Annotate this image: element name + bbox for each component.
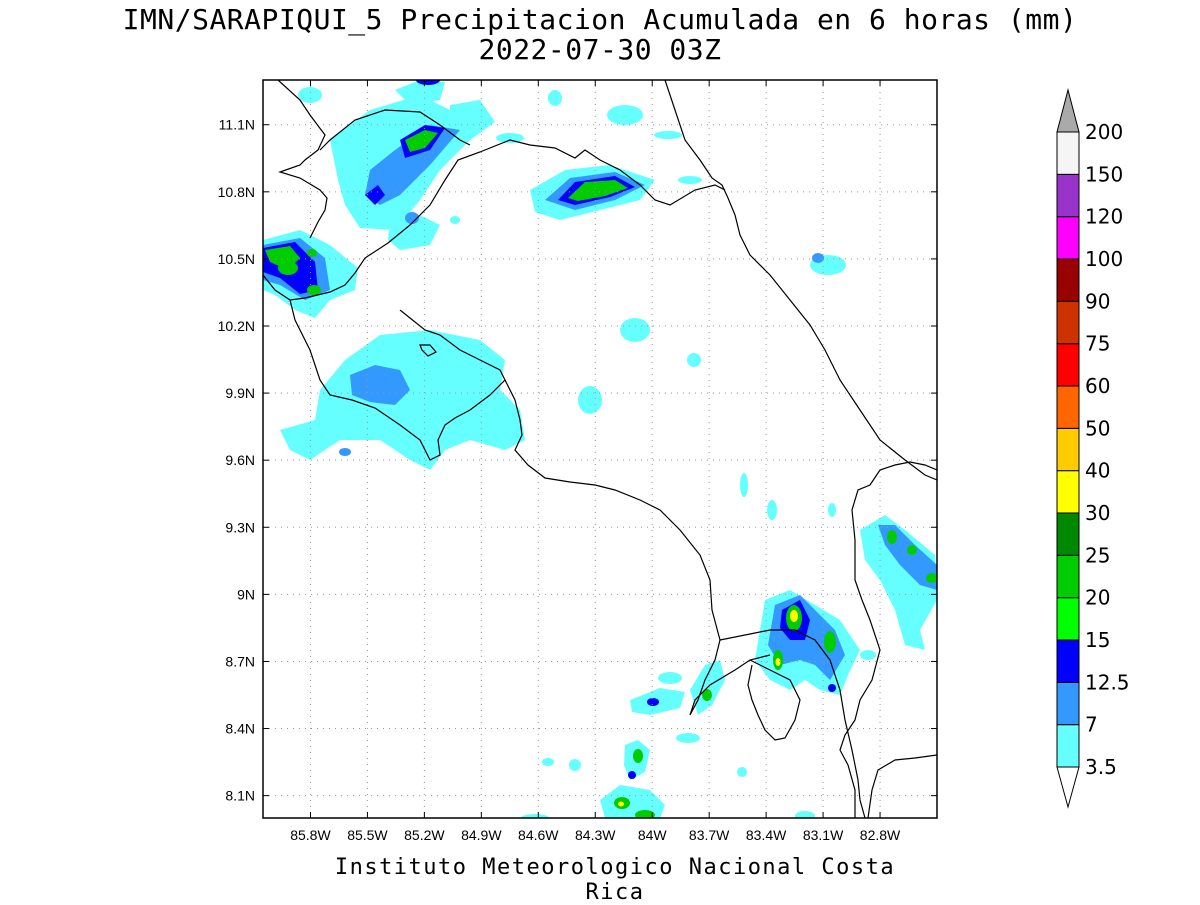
colorbar-segment [1056,343,1080,387]
colorbar-segment [1056,470,1080,514]
map-gridlines [263,80,937,818]
y-tick-label: 10.5N [218,251,255,267]
x-tick-label: 83.4W [746,827,787,843]
map-frame [262,79,938,819]
colorbar-segment [1056,724,1080,768]
colorbar-segment [1056,300,1080,345]
x-tick-label: 85.5W [347,827,388,843]
colorbar-segment [1056,597,1080,641]
x-axis-labels: 85.8W 85.5W 85.2W 84.9W 84.6W 84.3W 84W 83.7W 83… [290,827,901,843]
colorbar-segment [1056,258,1080,302]
colorbar-segment [1056,173,1080,218]
colorbar-segment [1056,554,1080,599]
caribbean-coast [664,80,937,481]
colorbar-segment [1056,216,1080,260]
panama-pacific-coast [867,754,937,818]
y-tick-label: 10.8N [218,184,255,200]
nicaragua-cr-border [263,139,726,301]
y-axis-labels: 11.1N 10.8N 10.5N 10.2N 9.9N 9.6N 9.3N 9N 8.7N 8.… [218,117,255,804]
nicaragua-coast [277,80,328,239]
colorbar-legend: 3.5 7 12.5 15 20 25 30 40 50 60 75 90 100 120 150 200 [1056,88,1130,809]
precip-area-nw4 [365,125,460,205]
map-datetime: 2022-07-30 03Z [478,33,722,66]
colorbar-label: 30 [1085,501,1110,525]
y-tick-label: 9.3N [225,519,255,535]
colorbar-arrow-low [1056,766,1080,809]
precip-area-nw7 [365,185,385,205]
lake-nicaragua-shore [319,109,471,151]
y-tick-label: 9.6N [225,452,255,468]
pacific-coast-north [289,299,506,461]
precip-area-nw8 [388,215,440,250]
x-tick-label: 84.9W [461,827,502,843]
panama-border [839,461,937,818]
colorbar-label: 3.5 [1085,755,1117,779]
precipitation-field [263,80,937,818]
colorbar-segment [1056,131,1080,175]
colorbar-segment [1056,385,1080,429]
x-tick-label: 85.8W [290,827,331,843]
precip-area-nw6 [405,130,438,152]
x-tick-label: 84.3W [575,827,616,843]
nicoya-islet [419,344,437,357]
colorbar-label: 15 [1085,628,1110,652]
x-tick-label: 83.1W [803,827,844,843]
x-tick-label: 84.6W [518,827,559,843]
golfo-dulce [719,629,866,818]
x-tick-label: 85.2W [404,827,445,843]
colorbar-label: 7 [1085,713,1098,737]
colorbar-label: 75 [1085,332,1110,356]
colorbar-label: 25 [1085,543,1110,567]
nicoya-gulf [504,379,771,716]
y-tick-label: 8.4N [225,721,255,737]
x-tick-label: 83.7W [689,827,730,843]
colorbar-label: 40 [1085,459,1110,483]
colorbar-label: 12.5 [1085,670,1130,694]
colorbar-label: 100 [1085,247,1123,271]
y-tick-label: 9.9N [225,385,255,401]
precip-area-nw3 [450,100,495,140]
y-tick-label: 9N [237,586,255,602]
y-tick-label: 8.7N [225,653,255,669]
colorbar-segment [1056,681,1080,726]
y-tick-label: 8.1N [225,788,255,804]
colorbar-label: 20 [1085,586,1110,610]
osa-peninsula [747,659,801,741]
x-tick-label: 82.8W [860,827,901,843]
colorbar-arrow-high [1056,88,1080,133]
colorbar-segment [1056,427,1080,472]
precip-area-c [280,330,525,470]
colorbar-label: 200 [1085,120,1123,144]
colorbar-label: 150 [1085,162,1123,186]
colorbar-segment [1056,512,1080,556]
precip-area-nw2 [395,80,445,105]
y-tick-label: 11.1N [219,117,255,133]
colorbar-label: 90 [1085,289,1110,313]
colorbar-label: 120 [1085,205,1123,229]
coastlines [263,80,937,818]
y-tick-label: 10.2N [218,318,255,334]
colorbar-segment [1056,639,1080,683]
footer-credit: Instituto Meteorologico Nacional Costa R… [334,855,896,905]
map-title: IMN/SARAPIQUI_5 Precipitacion Acumulada … [122,3,1078,36]
colorbar-label: 60 [1085,374,1110,398]
x-tick-label: 84W [638,827,668,843]
colorbar-label: 50 [1085,416,1110,440]
